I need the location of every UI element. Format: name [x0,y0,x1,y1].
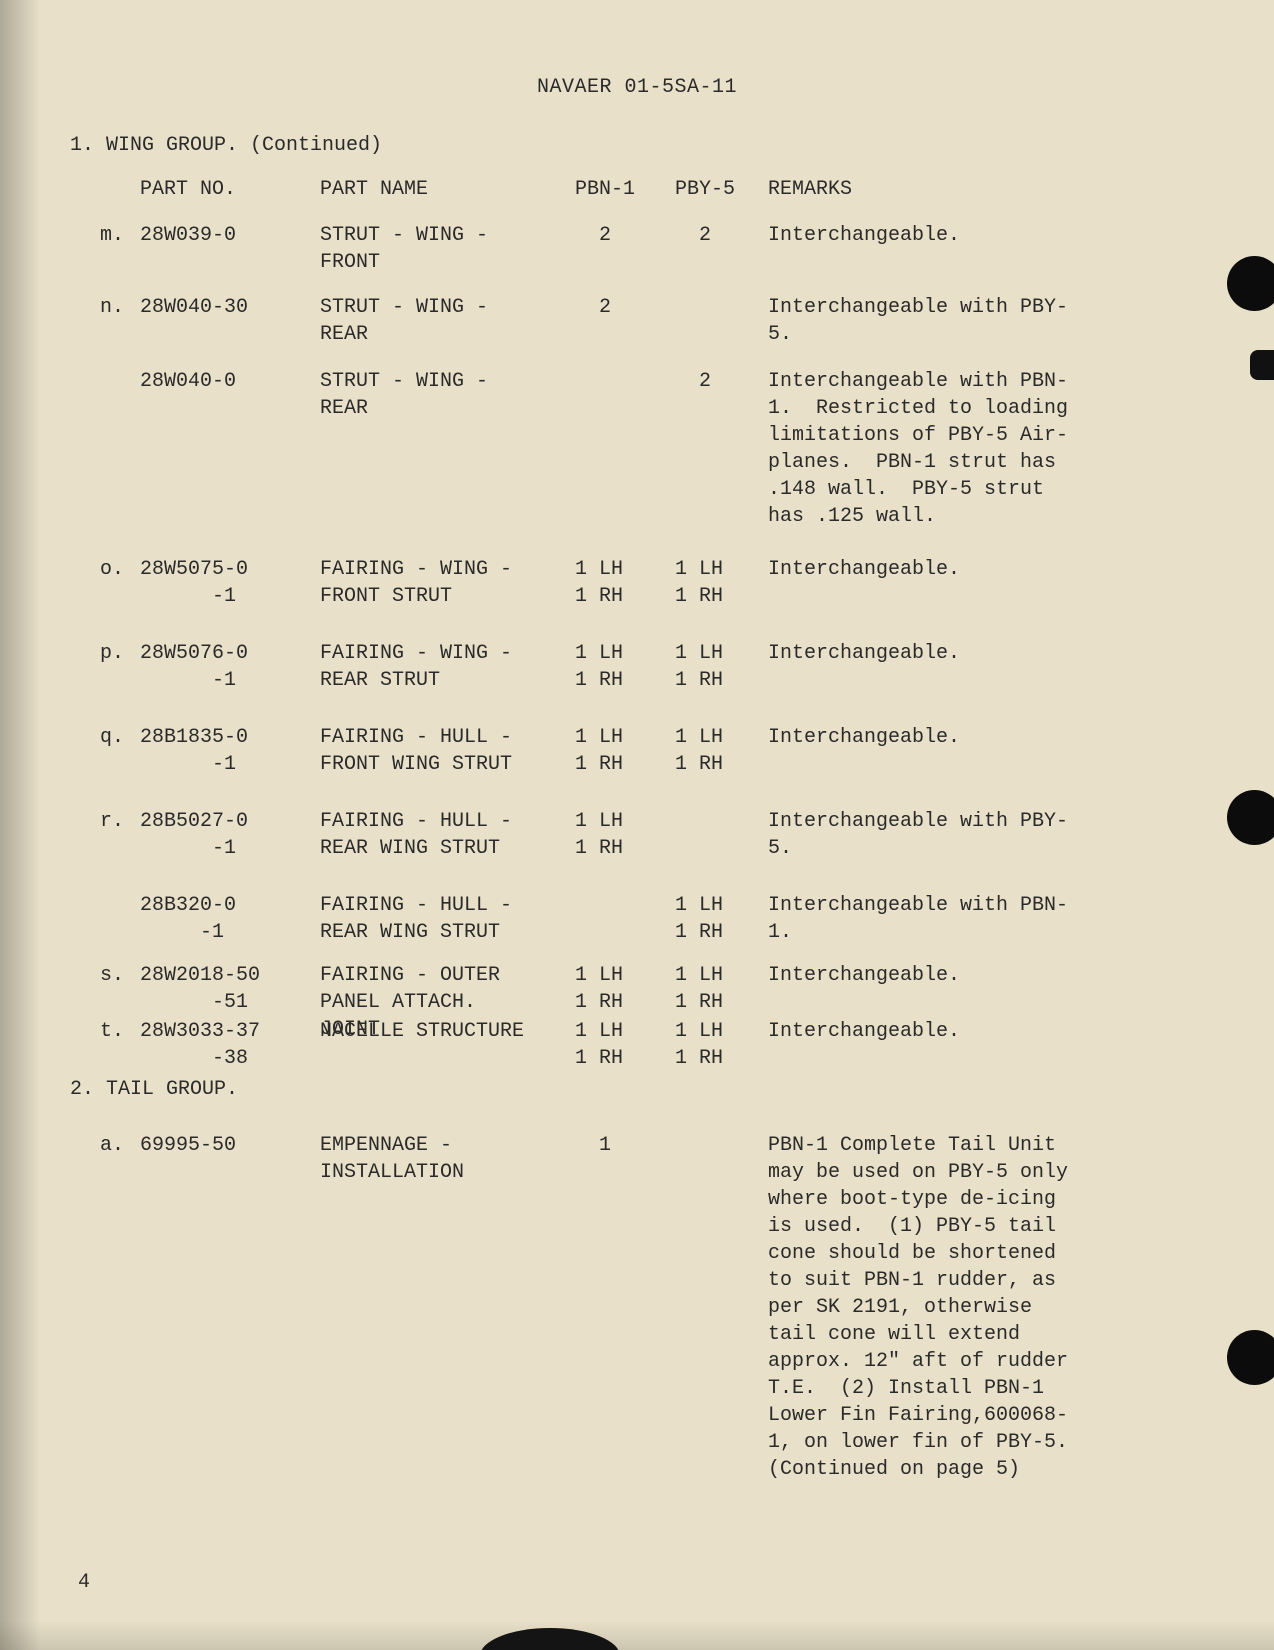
row-letter: a. [100,1132,140,1159]
row-partname: FAIRING - HULL - REAR WING STRUT [320,808,570,862]
row-partname: FAIRING - HULL - REAR WING STRUT [320,892,570,946]
row-pbn1: 2 [575,294,665,321]
row-pbn1: 1 LH 1 RH [575,640,665,694]
row-partno: 69995-50 [140,1132,320,1159]
col-header-remarks: REMARKS [768,176,852,203]
row-letter: t. [100,1018,140,1045]
row-remarks: Interchangeable. [768,640,1188,667]
row-letter: o. [100,556,140,583]
section-2-title: 2. TAIL GROUP. [70,1076,238,1103]
row-pbn1: 1 LH 1 RH [575,962,665,1016]
row-letter: p. [100,640,140,667]
row-partno: 28W040-0 [140,368,320,395]
row-letter: s. [100,962,140,989]
punch-hole [1227,790,1274,845]
row-remarks: Interchangeable with PBY- 5. [768,294,1188,348]
punch-hole [1227,1330,1274,1385]
row-letter: m. [100,222,140,249]
row-letter: n. [100,294,140,321]
row-partno: 28B1835-0 -1 [140,724,320,778]
row-partname: EMPENNAGE - INSTALLATION [320,1132,570,1186]
paper-edge-mark [480,1628,620,1650]
row-partno: 28W2018-50 -51 [140,962,320,1016]
row-remarks: Interchangeable. [768,556,1188,583]
section-1-title: 1. WING GROUP. (Continued) [70,132,382,159]
punch-hole [1227,256,1274,311]
row-pby5: 1 LH 1 RH [675,556,765,610]
row-pbn1: 2 [575,222,665,249]
row-pbn1: 1 LH 1 RH [575,808,665,862]
row-partname: STRUT - WING - FRONT [320,222,570,276]
row-partno: 28B320-0 -1 [140,892,320,946]
row-pby5: 1 LH 1 RH [675,1018,765,1072]
row-partno: 28W5076-0 -1 [140,640,320,694]
row-pby5: 1 LH 1 RH [675,892,765,946]
paper-edge-mark [1250,350,1274,380]
document-page: NAVAER 01-5SA-11 1. WING GROUP. (Continu… [0,0,1274,1650]
row-pby5: 1 LH 1 RH [675,962,765,1016]
row-partname: STRUT - WING - REAR [320,368,570,422]
row-partno: 28W5075-0 -1 [140,556,320,610]
page-number: 4 [78,1569,90,1596]
row-partno: 28W3033-37 -38 [140,1018,320,1072]
row-remarks: PBN-1 Complete Tail Unit may be used on … [768,1132,1188,1483]
row-pby5: 2 [675,368,765,395]
row-pbn1: 1 LH 1 RH [575,1018,665,1072]
col-header-pbn1: PBN-1 [575,176,665,203]
row-remarks: Interchangeable. [768,1018,1188,1045]
row-partno: 28W040-30 [140,294,320,321]
document-header: NAVAER 01-5SA-11 [0,74,1274,101]
row-remarks: Interchangeable. [768,724,1188,751]
row-remarks: Interchangeable with PBN- 1. Restricted … [768,368,1188,530]
row-pbn1: 1 LH 1 RH [575,556,665,610]
row-partname: STRUT - WING - REAR [320,294,570,348]
col-header-partno: PART NO. [140,176,320,203]
row-partno: 28W039-0 [140,222,320,249]
row-pbn1: 1 [575,1132,665,1159]
row-letter: q. [100,724,140,751]
row-pby5: 1 LH 1 RH [675,640,765,694]
row-remarks: Interchangeable. [768,222,1188,249]
row-remarks: Interchangeable with PBY- 5. [768,808,1188,862]
row-remarks: Interchangeable. [768,962,1188,989]
row-partname: FAIRING - WING - REAR STRUT [320,640,570,694]
row-partname: NACELLE STRUCTURE [320,1018,570,1045]
row-partname: FAIRING - WING - FRONT STRUT [320,556,570,610]
row-partno: 28B5027-0 -1 [140,808,320,862]
row-partname: FAIRING - HULL - FRONT WING STRUT [320,724,570,778]
row-remarks: Interchangeable with PBN- 1. [768,892,1188,946]
col-header-pby5: PBY-5 [675,176,765,203]
col-header-partname: PART NAME [320,176,570,203]
row-pbn1: 1 LH 1 RH [575,724,665,778]
row-letter: r. [100,808,140,835]
row-pby5: 1 LH 1 RH [675,724,765,778]
row-pby5: 2 [675,222,765,249]
